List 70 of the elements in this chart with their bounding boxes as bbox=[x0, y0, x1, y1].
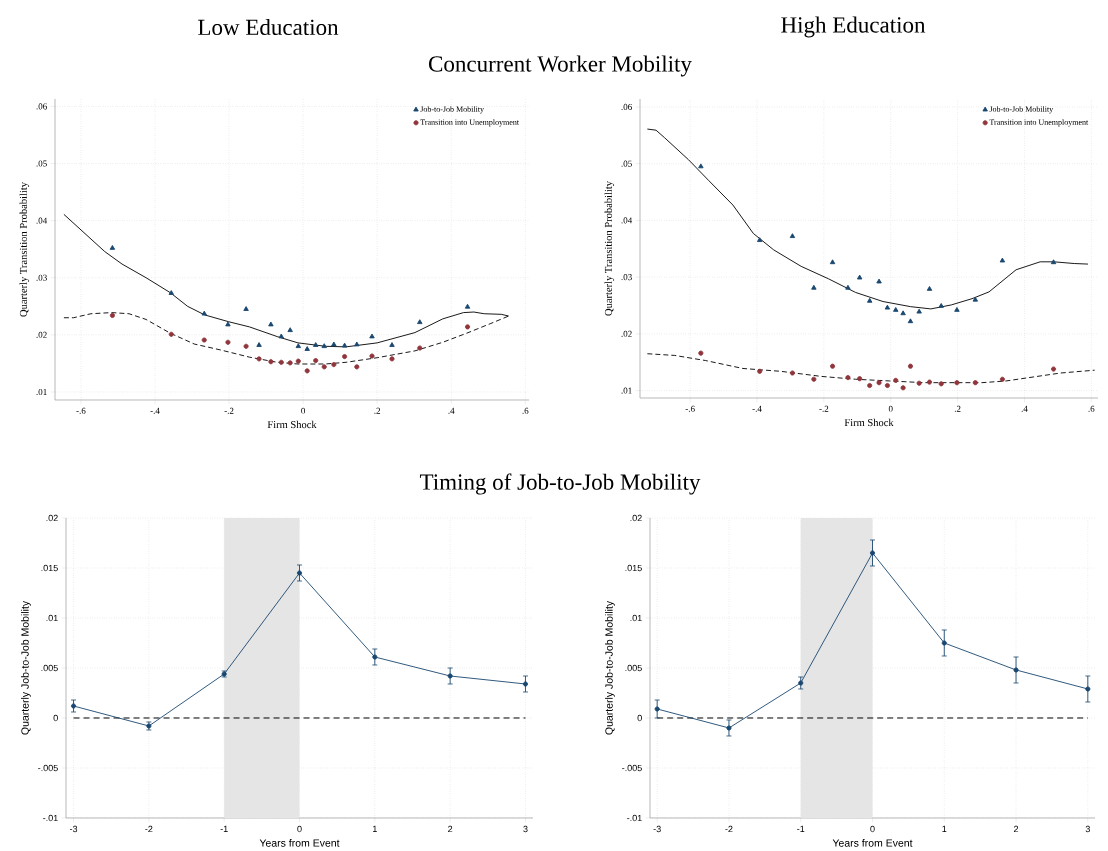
x-tick-label: -.4 bbox=[150, 407, 160, 414]
y-tick-label: .04 bbox=[621, 217, 633, 224]
y-tick-label: .005 bbox=[625, 664, 642, 672]
x-tick-label: .6 bbox=[1088, 405, 1095, 412]
y-tick-label: .03 bbox=[621, 274, 632, 281]
y-tick-label: .01 bbox=[621, 387, 632, 394]
x-tick-label: -3 bbox=[653, 825, 661, 833]
x-tick-label: -.2 bbox=[819, 405, 829, 412]
x-tick-label: -.6 bbox=[685, 405, 695, 412]
chart-title: Low Education bbox=[198, 18, 339, 36]
x-tick-label: .4 bbox=[1021, 405, 1028, 412]
x-tick-label: 2 bbox=[1014, 825, 1019, 833]
y-tick-label: .005 bbox=[41, 664, 58, 672]
y-tick-label: .015 bbox=[41, 564, 58, 572]
x-tick-label: -1 bbox=[797, 825, 805, 832]
x-axis-title: Firm Shock bbox=[844, 418, 894, 427]
x-tick-label: -.2 bbox=[224, 407, 234, 414]
y-axis-title: Quarterly Transition Probability bbox=[19, 182, 30, 317]
y-axis-title: Quarterly Job-to-Job Mobility bbox=[21, 600, 31, 735]
y-tick-label: .03 bbox=[36, 274, 47, 281]
y-tick-label: 0 bbox=[637, 714, 642, 722]
x-tick-label: -2 bbox=[145, 825, 153, 833]
x-axis-title: Years from Event bbox=[259, 839, 340, 847]
y-tick-label: .02 bbox=[36, 331, 47, 338]
x-tick-label: 0 bbox=[870, 825, 875, 833]
chart-title: High Education bbox=[781, 16, 926, 38]
y-tick-label: .02 bbox=[630, 514, 642, 522]
chart-subtitle: Concurrent Worker Mobility bbox=[429, 55, 692, 77]
legend-label: Job-to-Job Mobility bbox=[420, 106, 485, 114]
legend-label: Transition into Unemployment bbox=[420, 119, 520, 127]
y-tick-label: -.005 bbox=[622, 764, 642, 772]
y-tick-label: -.01 bbox=[627, 814, 642, 822]
y-axis-title: Quarterly Transition Probability bbox=[604, 181, 615, 316]
y-tick-label: .02 bbox=[621, 330, 632, 337]
x-tick-label: 2 bbox=[448, 825, 453, 833]
x-tick-label: 0 bbox=[888, 405, 893, 412]
x-axis-title: Firm Shock bbox=[267, 420, 317, 429]
x-tick-label: 1 bbox=[942, 825, 947, 832]
y-tick-label: .02 bbox=[46, 514, 58, 522]
y-tick-label: .05 bbox=[36, 160, 47, 167]
y-tick-label: .015 bbox=[625, 564, 642, 572]
y-tick-label: .05 bbox=[621, 160, 632, 167]
y-tick-label: -.01 bbox=[43, 814, 58, 822]
y-tick-label: .01 bbox=[36, 388, 47, 396]
y-axis-title: Quarterly Job-to-Job Mobility bbox=[605, 600, 615, 735]
x-tick-label: 3 bbox=[523, 825, 528, 833]
x-tick-label: -3 bbox=[69, 825, 78, 833]
x-tick-label: 0 bbox=[297, 825, 302, 833]
y-tick-label: .06 bbox=[36, 103, 47, 110]
y-tick-label: .01 bbox=[630, 614, 642, 622]
x-tick-label: -.6 bbox=[76, 407, 86, 414]
chart-title: Timing of Job-to-Job Mobility bbox=[419, 473, 701, 495]
y-tick-label: .06 bbox=[621, 103, 632, 110]
x-tick-label: 1 bbox=[373, 825, 377, 832]
y-tick-label: -.005 bbox=[38, 764, 58, 772]
x-tick-label: -2 bbox=[725, 825, 733, 833]
legend-label: Job-to-Job Mobility bbox=[989, 106, 1054, 114]
x-tick-label: 3 bbox=[1085, 825, 1090, 833]
y-tick-label: .01 bbox=[46, 614, 58, 622]
x-tick-label: .2 bbox=[374, 407, 381, 414]
x-tick-label: .6 bbox=[522, 407, 529, 414]
x-tick-label: 0 bbox=[301, 407, 306, 414]
x-tick-label: .2 bbox=[954, 405, 961, 412]
y-tick-label: .04 bbox=[36, 217, 48, 224]
x-axis-title: Years from Event bbox=[832, 839, 913, 847]
y-tick-label: 0 bbox=[53, 714, 58, 722]
x-tick-label: -1 bbox=[220, 825, 228, 832]
legend-label: Transition into Unemployment bbox=[989, 119, 1089, 127]
x-tick-label: .4 bbox=[448, 407, 455, 414]
x-tick-label: -.4 bbox=[752, 405, 762, 412]
